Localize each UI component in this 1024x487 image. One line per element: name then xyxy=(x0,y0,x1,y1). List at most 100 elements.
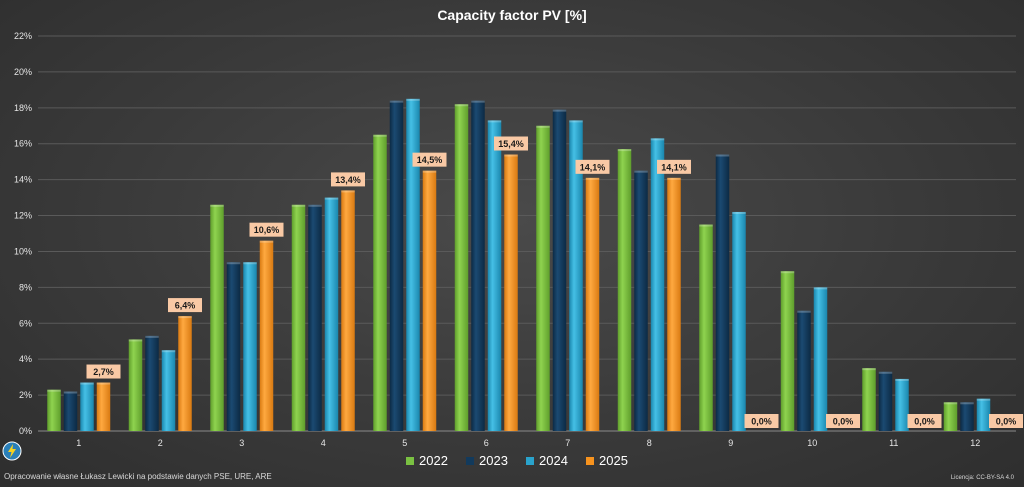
data-label: 0,0% xyxy=(833,417,854,427)
bar-2022-month-5 xyxy=(373,134,387,431)
bar-2024-month-6 xyxy=(487,120,502,432)
bar-highlight xyxy=(878,371,893,374)
x-tick-label: 8 xyxy=(647,438,652,448)
bar-highlight xyxy=(422,170,437,173)
data-label-box xyxy=(494,136,528,151)
legend-swatch-2024 xyxy=(526,457,534,465)
bar-highlight xyxy=(324,197,339,200)
y-tick-label: 10% xyxy=(14,246,32,256)
bar-2023-month-3 xyxy=(226,262,241,431)
bar-2024-month-7 xyxy=(569,120,583,432)
bar-highlight xyxy=(96,382,111,385)
bar-highlight xyxy=(47,389,61,392)
data-label: 14,5% xyxy=(417,155,443,165)
bar-highlight xyxy=(650,138,665,141)
data-label: 13,4% xyxy=(335,175,361,185)
bar-highlight xyxy=(617,149,632,152)
bar-2023-month-8 xyxy=(634,170,648,431)
x-tick-label: 6 xyxy=(484,438,489,448)
bar-2023-month-5 xyxy=(389,100,404,432)
data-label-box xyxy=(907,414,942,428)
bar-2024-month-4 xyxy=(324,197,339,431)
legend-label-2025: 2025 xyxy=(599,453,628,468)
data-label: 6,4% xyxy=(175,301,196,311)
bar-highlight xyxy=(895,378,909,381)
x-tick-label: 5 xyxy=(402,438,407,448)
legend-swatch-2023 xyxy=(466,457,474,465)
legend-label-2024: 2024 xyxy=(539,453,568,468)
bar-highlight xyxy=(128,339,143,342)
bar-2024-month-3 xyxy=(243,262,257,431)
y-tick-label: 2% xyxy=(19,390,32,400)
bar-2023-month-10 xyxy=(797,310,811,431)
bar-highlight xyxy=(487,120,502,123)
bar-2024-month-12 xyxy=(976,398,991,431)
bar-2023-month-9 xyxy=(715,154,730,431)
bar-2022-month-1 xyxy=(47,389,61,431)
bar-2024-month-1 xyxy=(80,382,94,431)
y-tick-label: 14% xyxy=(14,175,32,185)
bar-highlight xyxy=(259,240,274,243)
data-label-box xyxy=(744,414,779,428)
data-label-box xyxy=(657,159,691,174)
data-label: 0,0% xyxy=(751,417,772,427)
bar-2022-month-12 xyxy=(943,402,958,431)
legend-swatch-2025 xyxy=(586,457,594,465)
bar-highlight xyxy=(308,204,322,207)
y-tick-label: 0% xyxy=(19,426,32,436)
legend-label-2022: 2022 xyxy=(419,453,448,468)
bar-highlight xyxy=(862,368,876,371)
bar-2025-month-1 xyxy=(96,382,111,431)
bar-highlight xyxy=(585,177,600,180)
bar-highlight xyxy=(699,224,713,227)
data-label-box xyxy=(86,364,121,379)
x-tick-label: 7 xyxy=(565,438,570,448)
bar-highlight xyxy=(454,104,469,107)
chart-title: Capacity factor PV [%] xyxy=(437,7,586,23)
bar-highlight xyxy=(504,154,518,157)
license-note: Licencja: CC-BY-SA 4.0 xyxy=(950,475,1014,481)
bar-2025-month-3 xyxy=(259,240,274,431)
data-label-box xyxy=(412,152,447,167)
bar-highlight xyxy=(667,177,681,180)
data-label: 14,1% xyxy=(661,162,687,172)
bar-highlight xyxy=(634,170,648,173)
bar-2023-month-12 xyxy=(960,402,974,431)
bar-highlight xyxy=(715,154,730,157)
bar-2022-month-6 xyxy=(454,104,469,432)
bar-2025-month-8 xyxy=(667,177,681,431)
data-label: 2,7% xyxy=(93,367,114,377)
y-tick-label: 16% xyxy=(14,139,32,149)
bar-2025-month-5 xyxy=(422,170,437,431)
bar-2025-month-7 xyxy=(585,177,600,431)
bar-highlight xyxy=(373,134,387,137)
y-tick-label: 22% xyxy=(14,31,32,41)
source-note: Opracowanie własne Łukasz Lewicki na pod… xyxy=(4,472,272,481)
bar-highlight xyxy=(161,350,176,353)
x-tick-label: 4 xyxy=(321,438,326,448)
data-label-box xyxy=(989,414,1023,428)
bar-2023-month-4 xyxy=(308,204,322,431)
bar-highlight xyxy=(406,98,420,101)
data-label: 0,0% xyxy=(914,417,935,427)
bar-2024-month-2 xyxy=(161,350,176,431)
x-tick-label: 3 xyxy=(239,438,244,448)
bar-2022-month-3 xyxy=(210,204,224,431)
bar-2024-month-5 xyxy=(406,98,420,431)
bar-highlight xyxy=(80,382,94,385)
bar-2023-month-2 xyxy=(145,335,159,431)
bar-2023-month-7 xyxy=(552,109,567,431)
data-label-box xyxy=(575,159,610,174)
data-label-box xyxy=(168,298,202,313)
bar-highlight xyxy=(780,271,795,274)
bar-2022-month-7 xyxy=(536,125,550,431)
bar-highlight xyxy=(552,109,567,112)
bar-highlight xyxy=(210,204,224,207)
bar-2022-month-8 xyxy=(617,149,632,431)
bar-2022-month-11 xyxy=(862,368,876,431)
y-tick-label: 12% xyxy=(14,211,32,221)
bar-highlight xyxy=(63,391,78,394)
x-tick-label: 11 xyxy=(889,438,898,448)
bar-highlight xyxy=(960,402,974,405)
